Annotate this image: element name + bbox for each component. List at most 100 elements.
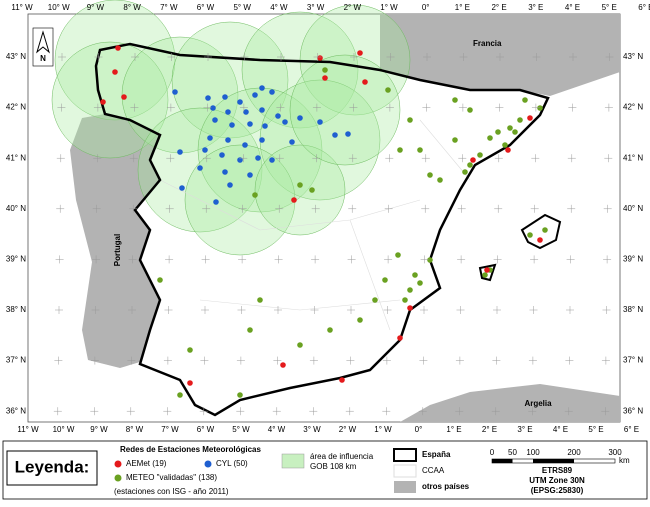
graticule-cross (496, 53, 504, 61)
graticule-cross (92, 204, 101, 213)
lat-label: 41° N (6, 153, 26, 162)
graticule-cross (126, 407, 135, 416)
lon-label: 5° W (232, 425, 250, 434)
station (269, 89, 275, 95)
lon-label: 1° W (380, 3, 398, 12)
graticule-cross (422, 103, 431, 112)
graticule-cross (386, 53, 395, 61)
lon-label: 2° E (491, 3, 506, 12)
lon-label: 3° E (517, 425, 532, 434)
graticule-cross (564, 407, 573, 416)
station (522, 97, 528, 103)
graticule-cross (348, 204, 357, 213)
map: N Francia Portugal Argelia (27, 0, 621, 423)
station (210, 105, 216, 111)
graticule-cross (90, 407, 99, 416)
spain-border (94, 42, 550, 417)
lat-label: 38° N (6, 305, 26, 314)
graticule-cross (567, 204, 576, 213)
station (322, 67, 328, 73)
scale-unit: km (619, 456, 630, 465)
station (537, 105, 543, 111)
legend-entry: GOB 108 km (310, 462, 357, 471)
graticule-cross (418, 407, 427, 416)
lat-label: 40° N (623, 204, 643, 213)
graticule-cross (203, 103, 212, 112)
station (207, 135, 213, 141)
graticule-cross (603, 204, 612, 213)
graticule-cross (604, 154, 613, 163)
influence-areas (51, 0, 411, 256)
graticule-cross (348, 154, 357, 163)
graticule-cross (236, 356, 245, 365)
station (247, 172, 253, 178)
graticule-cross (457, 204, 466, 213)
lon-label: 2° W (339, 425, 357, 434)
station (177, 149, 183, 155)
lat-label: 36° N (623, 406, 643, 415)
lat-label: 42° N (623, 103, 643, 112)
graticule-cross (236, 407, 245, 416)
graticule-cross (313, 53, 322, 61)
graticule-cross (57, 103, 66, 112)
graticule-cross (166, 154, 175, 163)
graticule-cross (58, 53, 66, 61)
station (100, 99, 106, 105)
balearic-islands (478, 213, 562, 282)
ccaa-borders (159, 119, 471, 331)
station (517, 117, 523, 123)
station (227, 182, 233, 188)
graticule-cross (604, 103, 613, 112)
station (247, 121, 253, 127)
station (197, 165, 203, 171)
graticule-cross (455, 407, 464, 416)
graticule-cross (382, 407, 391, 416)
graticule-cross (495, 103, 504, 112)
lon-label: 3° W (307, 3, 325, 12)
lon-label: 9° W (90, 425, 108, 434)
legend-entry: área de influencia (310, 452, 374, 461)
lat-label: 43° N (623, 52, 643, 61)
station (247, 327, 253, 333)
scale-label: 300 (608, 448, 622, 457)
station (179, 185, 185, 191)
lat-label: 42° N (6, 103, 26, 112)
station (362, 79, 368, 85)
station (225, 109, 231, 115)
lon-label: 5° E (588, 425, 603, 434)
graticule-cross (456, 306, 465, 314)
graticule-cross (56, 154, 65, 163)
graticule-cross (423, 53, 431, 61)
lat-label: 38° N (623, 305, 643, 314)
station (417, 147, 423, 153)
graticule-cross (312, 103, 321, 112)
station (291, 197, 297, 203)
station (177, 392, 183, 398)
station (237, 99, 243, 105)
graticule-cross (421, 204, 430, 213)
station (505, 147, 511, 153)
station (297, 182, 303, 188)
graticule-cross (240, 53, 249, 61)
graticule-cross (274, 306, 282, 314)
graticule-cross (167, 53, 176, 61)
lon-label: 4° E (553, 425, 568, 434)
graticule-cross (458, 154, 467, 163)
graticule-cross (345, 407, 354, 416)
station (222, 169, 228, 175)
station (537, 237, 543, 243)
station (187, 380, 193, 386)
legend-entry: España (422, 450, 451, 459)
graticule-cross (93, 154, 102, 163)
station (289, 139, 295, 145)
lat-label: 39° N (623, 255, 643, 264)
lon-label: 4° W (268, 425, 286, 434)
graticule-cross (237, 306, 246, 314)
graticule-cross (238, 255, 247, 264)
graticule-cross (90, 356, 99, 365)
graticule-cross (128, 306, 136, 314)
station (542, 227, 548, 233)
station (225, 137, 231, 143)
graticule-cross (493, 255, 502, 264)
graticule-cross (54, 356, 63, 365)
